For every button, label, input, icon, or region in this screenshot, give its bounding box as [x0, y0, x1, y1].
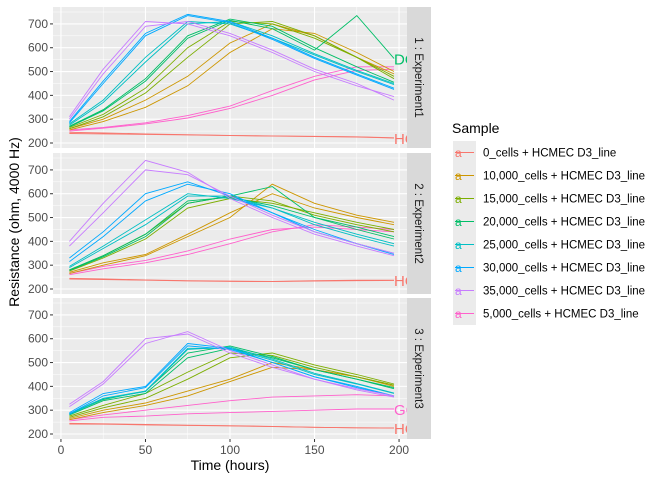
legend-label: 30,000_cells + HCMEC D3_line — [483, 263, 645, 275]
legend-item: a 0_cells + HCMEC D3_line — [453, 141, 616, 164]
legend-item: a 20,000_cells + HCMEC D3_line — [453, 210, 645, 233]
y-tick-label: 300 — [28, 258, 48, 272]
y-tick-label: 400 — [28, 234, 48, 248]
legend-key-glyph: a — [455, 238, 462, 252]
y-tick-label: 600 — [28, 332, 48, 346]
series-line — [69, 226, 395, 274]
legend-key-glyph: a — [455, 169, 462, 183]
series-line — [69, 183, 395, 274]
series-line — [69, 278, 395, 283]
legend-key-glyph: a — [455, 261, 462, 275]
legend-label: 20,000_cells + HCMEC D3_line — [483, 217, 645, 229]
series-line — [69, 14, 395, 128]
y-tick-label: 200 — [28, 282, 48, 296]
y-tick-label: 700 — [28, 308, 48, 322]
series-line — [69, 18, 395, 127]
series-line — [69, 21, 395, 125]
legend-title: Sample — [452, 120, 500, 136]
legend-item: a 10,000_cells + HCMEC D3_line — [453, 164, 645, 187]
strip-background — [407, 298, 431, 439]
strip-label: 2 : Experiment2 — [412, 183, 424, 264]
legend-key-glyph: a — [455, 146, 462, 160]
series-line — [69, 68, 395, 132]
legend-key-glyph: a — [455, 192, 462, 206]
series-line — [69, 15, 395, 124]
series-line — [69, 408, 394, 422]
x-tick-label: 200 — [389, 443, 409, 457]
series-line — [69, 345, 395, 415]
x-tick-label: 0 — [58, 443, 65, 457]
series-line — [69, 346, 395, 415]
series-line — [69, 193, 395, 273]
legend-label: 0_cells + HCMEC D3_line — [483, 148, 616, 160]
legend-item: a 15,000_cells + HCMEC D3_line — [453, 187, 645, 210]
y-tick-label: 500 — [28, 211, 48, 225]
series-line — [69, 366, 395, 421]
y-tick-label: 500 — [28, 65, 48, 79]
series-line — [69, 343, 395, 413]
series-line — [69, 183, 395, 262]
series-line — [69, 133, 395, 139]
series-line — [69, 352, 395, 418]
series-line — [69, 13, 395, 122]
y-tick-label: 400 — [28, 379, 48, 393]
x-tick-label: 100 — [220, 443, 240, 457]
series-line — [69, 224, 395, 276]
series-line — [69, 169, 395, 254]
series-line — [69, 159, 395, 257]
series-line — [69, 196, 395, 271]
strip-label: 1 : Experiment1 — [412, 37, 424, 118]
legend-label: 15,000_cells + HCMEC D3_line — [483, 194, 645, 206]
y-tick-label: 700 — [28, 163, 48, 177]
series-line — [69, 28, 395, 131]
y-tick-label: 500 — [28, 356, 48, 370]
series-line — [69, 21, 395, 120]
legend-item: a 30,000_cells + HCMEC D3_line — [453, 256, 645, 279]
y-axis-title: Resistance (ohm, 4000 Hz) — [6, 137, 22, 307]
legend-label: 35,000_cells + HCMEC D3_line — [483, 286, 645, 298]
legend-item: a 5,000_cells + HCMEC D3_line — [453, 302, 639, 325]
y-tick-label: 400 — [28, 88, 48, 102]
y-tick-label: 300 — [28, 112, 48, 126]
series-line — [69, 423, 395, 429]
legend-item: a 35,000_cells + HCMEC D3_line — [453, 279, 645, 302]
y-tick-label: 300 — [28, 403, 48, 417]
y-tick-label: 200 — [28, 136, 48, 150]
strip-background — [407, 153, 431, 294]
legend-item: a 25,000_cells + HCMEC D3_line — [453, 233, 645, 256]
y-tick-label: 700 — [28, 17, 48, 31]
legend-label: 25,000_cells + HCMEC D3_line — [483, 240, 645, 252]
legend-key-glyph: a — [455, 284, 462, 298]
series-line — [69, 331, 395, 407]
legend-key-glyph: a — [455, 215, 462, 229]
x-axis-title: Time (hours) — [191, 457, 270, 473]
y-tick-label: 600 — [28, 41, 48, 55]
series-line — [69, 21, 395, 118]
y-tick-label: 600 — [28, 187, 48, 201]
legend-key-glyph: a — [455, 307, 462, 321]
series-line — [69, 333, 395, 405]
x-axis: 0 50 100 150 200 — [58, 439, 409, 457]
strip-background — [407, 7, 431, 148]
legend-label: 5,000_cells + HCMEC D3_line — [483, 309, 639, 321]
series-line — [69, 394, 395, 421]
legend-label: 10,000_cells + HCMEC D3_line — [483, 171, 645, 183]
strip-label: 3 : Experiment3 — [412, 328, 424, 409]
x-tick-label: 150 — [305, 443, 325, 457]
y-tick-label: 200 — [28, 427, 48, 441]
x-tick-label: 50 — [139, 443, 153, 457]
